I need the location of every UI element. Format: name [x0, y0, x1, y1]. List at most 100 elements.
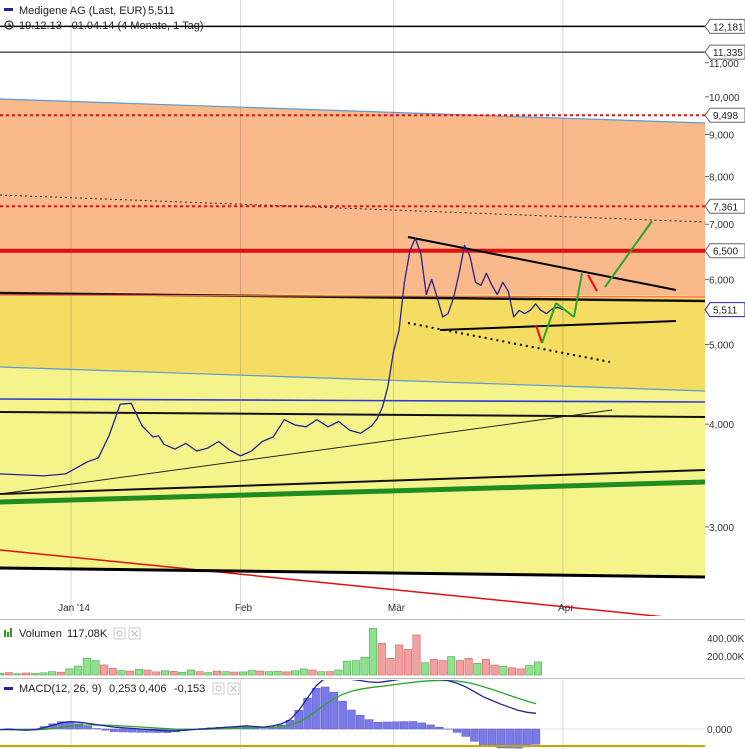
volume-bar	[377, 642, 386, 676]
annotation-lines	[0, 25, 705, 616]
macd-hist-bar	[101, 728, 110, 731]
uptrend-line	[0, 409, 613, 495]
settings-icon[interactable]	[212, 682, 225, 695]
close-icon[interactable]	[128, 627, 141, 640]
red-falling-line	[0, 549, 663, 616]
macd-title: MACD(12, 26, 9)	[19, 683, 102, 695]
price-line	[0, 237, 564, 477]
volume-bar	[490, 664, 499, 676]
volume-bar	[143, 669, 152, 676]
volume-bar	[65, 668, 74, 676]
volume-bar	[395, 644, 404, 676]
channel-mid-line	[0, 366, 705, 392]
macd-value: 0,253	[109, 683, 137, 695]
volume-bar	[447, 656, 456, 676]
volume-bar	[516, 668, 525, 676]
forecast-red-segment	[587, 274, 598, 292]
macd-hist-bar	[110, 728, 119, 732]
forecast-arrows	[535, 220, 653, 344]
y-tick-label: 10,000	[709, 93, 740, 104]
macd-hist-bar	[373, 722, 383, 730]
volume-bar	[429, 659, 438, 676]
volume-bar	[48, 671, 57, 676]
volume-bar	[455, 660, 464, 676]
macd-hist-bar	[435, 727, 444, 730]
macd-line	[0, 680, 537, 732]
macd-hist-bar	[505, 728, 514, 749]
volume-bar	[256, 670, 265, 676]
volume-bar	[221, 671, 230, 676]
price-series-layer	[0, 237, 564, 477]
macd-hist-bar	[452, 728, 462, 733]
price-badge-label: 7,361	[713, 202, 738, 213]
volume-bar	[334, 669, 343, 676]
macd-hist-bar	[329, 691, 339, 730]
volume-bar	[39, 672, 48, 676]
macd-hist-bar	[127, 728, 136, 733]
macd-layer	[0, 680, 705, 749]
volume-bar	[160, 670, 169, 676]
support-line	[0, 291, 705, 303]
volume-bar	[499, 665, 508, 676]
volume-bar	[212, 670, 221, 676]
volume-bar	[82, 657, 91, 676]
volume-bar	[230, 671, 239, 676]
x-tick-label: Feb	[235, 603, 253, 614]
black-trend-line	[0, 469, 705, 495]
y-tick-label: 4,000	[709, 420, 734, 431]
macd-hist-bar	[382, 721, 391, 730]
volume-bar	[4, 672, 13, 676]
x-tick-label: Apr	[558, 603, 574, 614]
forecast-green-segment	[573, 272, 583, 318]
volume-bar	[343, 660, 352, 676]
macd-hist-bar	[74, 723, 84, 730]
bottom-level-line	[0, 566, 705, 579]
volume-bar	[369, 627, 378, 676]
volume-bar	[247, 670, 256, 676]
macd-hist-bar	[487, 728, 497, 747]
macd-hist-bar	[496, 728, 506, 749]
channel-top-line	[0, 98, 705, 124]
clock-icon	[4, 20, 14, 30]
price-badge-label: 9,498	[713, 111, 738, 122]
volume-bar	[299, 668, 308, 676]
volume-last: 117,08K	[67, 628, 108, 640]
volume-bar	[264, 671, 273, 676]
macd-hist: -0,153	[174, 683, 205, 695]
volume-tick-label: 200,00K	[707, 652, 745, 663]
volume-bar	[74, 665, 83, 676]
x-axis: Jan '14 Feb Mär Apr	[58, 603, 574, 614]
settings-icon[interactable]	[113, 627, 126, 640]
volume-bar	[195, 671, 204, 676]
volume-bar	[108, 667, 117, 676]
close-icon[interactable]	[227, 682, 240, 695]
volume-tick-label: 400,00K	[707, 634, 745, 645]
price-badge-label: 12,181	[713, 22, 744, 33]
macd-hist-bar	[514, 728, 523, 749]
chart-legend: Medigene AG (Last, EUR) 5,511 19.12.13 -…	[4, 5, 203, 32]
volume-bar	[152, 671, 161, 676]
macd-hist-bar	[408, 721, 418, 730]
red-support-line	[0, 294, 705, 298]
volume-bar	[507, 667, 516, 676]
macd-tick-label: 0,000	[707, 725, 732, 736]
macd-hist-bar	[461, 728, 470, 737]
triangle-lower-line	[439, 320, 677, 331]
volume-bar	[273, 671, 282, 676]
y-tick-label: 9,000	[709, 130, 734, 141]
y-tick-label: 8,000	[709, 173, 734, 184]
macd-hist-bar	[364, 719, 374, 730]
price-badge: 11,335	[704, 44, 745, 60]
forecast-green-segment	[555, 302, 575, 318]
volume-bar	[204, 672, 213, 676]
macd-hist-bar	[66, 721, 75, 730]
volume-bar	[0, 672, 5, 676]
price-badge-label: 6,500	[713, 247, 738, 258]
price-badge: 9,498	[704, 107, 745, 123]
volume-bar	[386, 657, 395, 676]
volume-bar	[412, 634, 421, 676]
volume-bar	[481, 659, 490, 676]
volume-bar	[117, 670, 126, 676]
last-price: 5,511	[148, 5, 175, 17]
